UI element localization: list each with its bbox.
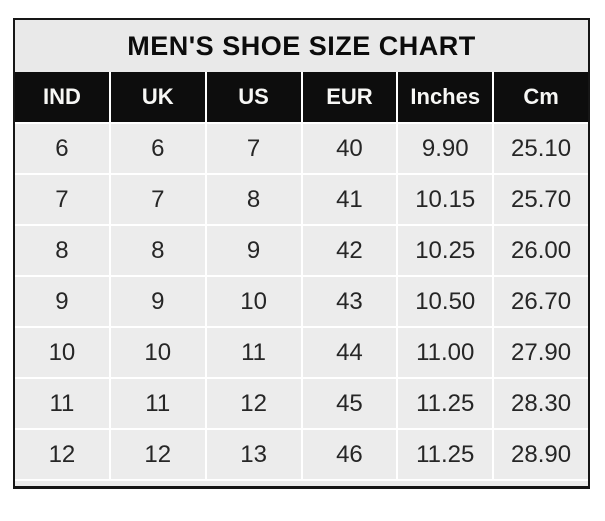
table-cell: 25.10 (494, 124, 588, 173)
table-cell: 12 (110, 430, 205, 479)
table-cell: 28.30 (494, 379, 588, 428)
table-body: 6 6 7 40 9.90 25.10 7 7 8 41 10.15 25.70 8 8 9 42 10.25 2… (15, 124, 588, 479)
table-cell: 44 (302, 328, 397, 377)
column-header: EUR (302, 72, 397, 122)
table-cell: 6 (15, 124, 109, 173)
table-cell: 26.70 (494, 277, 588, 326)
table-cell: 8 (206, 175, 301, 224)
table-cell: 11.00 (398, 328, 493, 377)
table-cell: 11.25 (398, 379, 493, 428)
table-cell: 27.90 (494, 328, 588, 377)
table-cell: 10 (206, 277, 301, 326)
table-cell: 11 (110, 379, 205, 428)
table-cell: 11 (206, 328, 301, 377)
column-header: UK (110, 72, 205, 122)
table-cell: 12 (15, 430, 109, 479)
table-cell: 9 (110, 277, 205, 326)
table-cell: 12 (206, 379, 301, 428)
shoe-size-chart: MEN'S SHOE SIZE CHART IND UK US EUR Inches Cm… (13, 18, 590, 489)
table-cell: 42 (302, 226, 397, 275)
table-cell: 6 (110, 124, 205, 173)
table-cell: 41 (302, 175, 397, 224)
table-cell: 10.50 (398, 277, 493, 326)
table-cell: 8 (15, 226, 109, 275)
column-header: US (206, 72, 301, 122)
table-cell: 7 (206, 124, 301, 173)
table-cell: 11 (15, 379, 109, 428)
table-cell: 28.90 (494, 430, 588, 479)
chart-title: MEN'S SHOE SIZE CHART (15, 20, 588, 72)
table-cell: 13 (206, 430, 301, 479)
table-cell: 8 (110, 226, 205, 275)
table-cell: 10.15 (398, 175, 493, 224)
table-cell: 9 (206, 226, 301, 275)
header-row: IND UK US EUR Inches Cm (15, 72, 588, 122)
column-header: Inches (398, 72, 493, 122)
table-cell: 9 (15, 277, 109, 326)
table-cell: 43 (302, 277, 397, 326)
table-cell: 26.00 (494, 226, 588, 275)
table-cell: 25.70 (494, 175, 588, 224)
table-cell: 7 (110, 175, 205, 224)
bottom-strip (15, 481, 588, 486)
table-cell: 10.25 (398, 226, 493, 275)
column-header: Cm (494, 72, 588, 122)
table-cell: 11.25 (398, 430, 493, 479)
table-cell: 10 (15, 328, 109, 377)
column-header: IND (15, 72, 109, 122)
table-cell: 46 (302, 430, 397, 479)
table-cell: 40 (302, 124, 397, 173)
table-cell: 10 (110, 328, 205, 377)
table-cell: 45 (302, 379, 397, 428)
table-cell: 9.90 (398, 124, 493, 173)
table-cell: 7 (15, 175, 109, 224)
